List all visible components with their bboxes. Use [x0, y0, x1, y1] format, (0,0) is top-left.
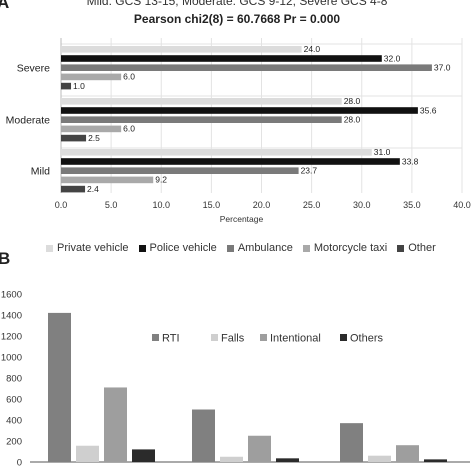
- bar-falls: [220, 456, 243, 462]
- bar-intentional: [104, 387, 127, 462]
- bar-ambulance: [61, 64, 432, 71]
- legend-swatch: [46, 244, 53, 252]
- legend-label: Others: [350, 333, 384, 345]
- bar-police-vehicle: [61, 55, 382, 62]
- legend-swatch: [397, 244, 405, 252]
- panel-a-stats-line: Pearson chi2(8) = 60.7668 Pr = 0.000: [133, 12, 341, 26]
- legend-label: Intentional: [270, 333, 321, 345]
- legend-label: Motorcycle taxi: [313, 242, 388, 254]
- x-tick-label: 0.0: [55, 200, 68, 210]
- legend-label: Police vehicle: [149, 242, 217, 254]
- bar-value-label: 32.0: [384, 53, 401, 63]
- y-tick-label: 600: [6, 395, 22, 406]
- bar-value-label: 1.0: [73, 81, 85, 91]
- bar-falls: [76, 445, 99, 462]
- legend-item: Ambulance: [226, 242, 293, 254]
- bar-private-vehicle: [61, 149, 372, 156]
- category-label: Moderate: [6, 115, 51, 127]
- bar-ambulance: [61, 116, 342, 123]
- x-axis-label: Percentage: [220, 214, 264, 224]
- bar-rti: [192, 409, 215, 462]
- y-tick-label: 800: [6, 374, 22, 385]
- x-tick-label: 25.0: [303, 200, 321, 210]
- bar-other: [61, 185, 86, 193]
- legend-item: Other: [397, 242, 436, 254]
- bar-value-label: 23.7: [301, 166, 318, 176]
- y-tick-label: 0: [17, 458, 22, 469]
- bar-value-label: 2.4: [87, 184, 99, 194]
- bar-motorcycle-taxi: [61, 176, 154, 184]
- bar-others: [276, 458, 299, 462]
- bar-value-label: 35.6: [420, 105, 437, 115]
- bar-police-vehicle: [61, 107, 418, 114]
- bar-value-label: 2.5: [88, 133, 100, 143]
- panel-b-chart: 0 200 400 600 800 1000 1200 1400 1600 RTI Falls Int…: [1, 290, 470, 469]
- legend-swatch: [152, 334, 159, 341]
- legend-swatch: [211, 334, 218, 341]
- bar-private-vehicle: [61, 98, 342, 105]
- bar-ambulance: [61, 167, 299, 174]
- y-tick-label: 1200: [1, 332, 22, 343]
- panel-a-header-line: Mild: GCS 13-15, Moderate: GCS 9-12, Sev…: [86, 0, 388, 8]
- bar-value-label: 9.2: [155, 175, 167, 185]
- legend-swatch: [226, 244, 234, 252]
- bar-falls: [368, 455, 391, 462]
- legend-item: Police vehicle: [138, 242, 217, 254]
- panel-a-legend: Private vehicle Police vehicle Ambulance Mo…: [46, 242, 446, 254]
- x-tick-label: 5.0: [105, 200, 118, 210]
- y-tick-label: 1000: [1, 353, 22, 364]
- y-tick-label: 1400: [1, 311, 22, 322]
- x-tick-label: 30.0: [353, 200, 371, 210]
- bar-others: [132, 449, 155, 462]
- bar-intentional: [396, 445, 419, 462]
- bar-private-vehicle: [61, 46, 302, 53]
- legend-label: Ambulance: [237, 242, 293, 254]
- legend-swatch: [260, 334, 267, 341]
- bar-value-label: 31.0: [374, 147, 391, 157]
- bar-value-label: 28.0: [344, 115, 361, 125]
- legend-swatch: [302, 244, 310, 252]
- legend-swatch: [340, 334, 347, 341]
- legend-label: Other: [408, 242, 436, 254]
- bar-rti: [340, 423, 363, 462]
- panel-a-chart: 0.0 5.0 10.0 15.0 20.0 25.0 30.0 35.0 40.0 Severe…: [6, 38, 471, 224]
- bar-value-label: 28.0: [344, 96, 361, 106]
- x-tick-label: 40.0: [453, 200, 471, 210]
- legend-label: Falls: [221, 333, 245, 345]
- legend-item: Motorcycle taxi: [302, 242, 388, 254]
- x-tick-label: 15.0: [203, 200, 221, 210]
- x-tick-label: 10.0: [152, 200, 170, 210]
- bar-other: [61, 134, 87, 142]
- bar-value-label: 6.0: [123, 124, 135, 134]
- bar-police-vehicle: [61, 158, 400, 165]
- bar-others: [424, 459, 447, 462]
- legend-label: RTI: [162, 333, 180, 345]
- panel-b-label: B: [0, 249, 11, 268]
- bar-motorcycle-taxi: [61, 125, 122, 133]
- legend-item: Private vehicle: [46, 242, 129, 254]
- panel-a-label: A: [0, 0, 10, 12]
- bar-motorcycle-taxi: [61, 73, 122, 81]
- bar-value-label: 33.8: [402, 156, 419, 166]
- bar-intentional: [248, 435, 271, 462]
- category-label: Mild: [31, 166, 50, 178]
- bar-value-label: 24.0: [304, 44, 321, 54]
- bar-value-label: 37.0: [434, 63, 451, 73]
- y-tick-label: 400: [6, 416, 22, 427]
- bar-rti: [48, 312, 71, 462]
- legend-label: Private vehicle: [57, 242, 129, 254]
- y-tick-label: 1600: [1, 290, 22, 301]
- x-tick-label: 35.0: [403, 200, 421, 210]
- category-label: Severe: [17, 63, 50, 75]
- y-tick-label: 200: [6, 437, 22, 448]
- legend-swatch: [138, 244, 146, 252]
- bar-other: [61, 82, 72, 90]
- bar-value-label: 6.0: [123, 72, 135, 82]
- x-tick-label: 20.0: [253, 200, 271, 210]
